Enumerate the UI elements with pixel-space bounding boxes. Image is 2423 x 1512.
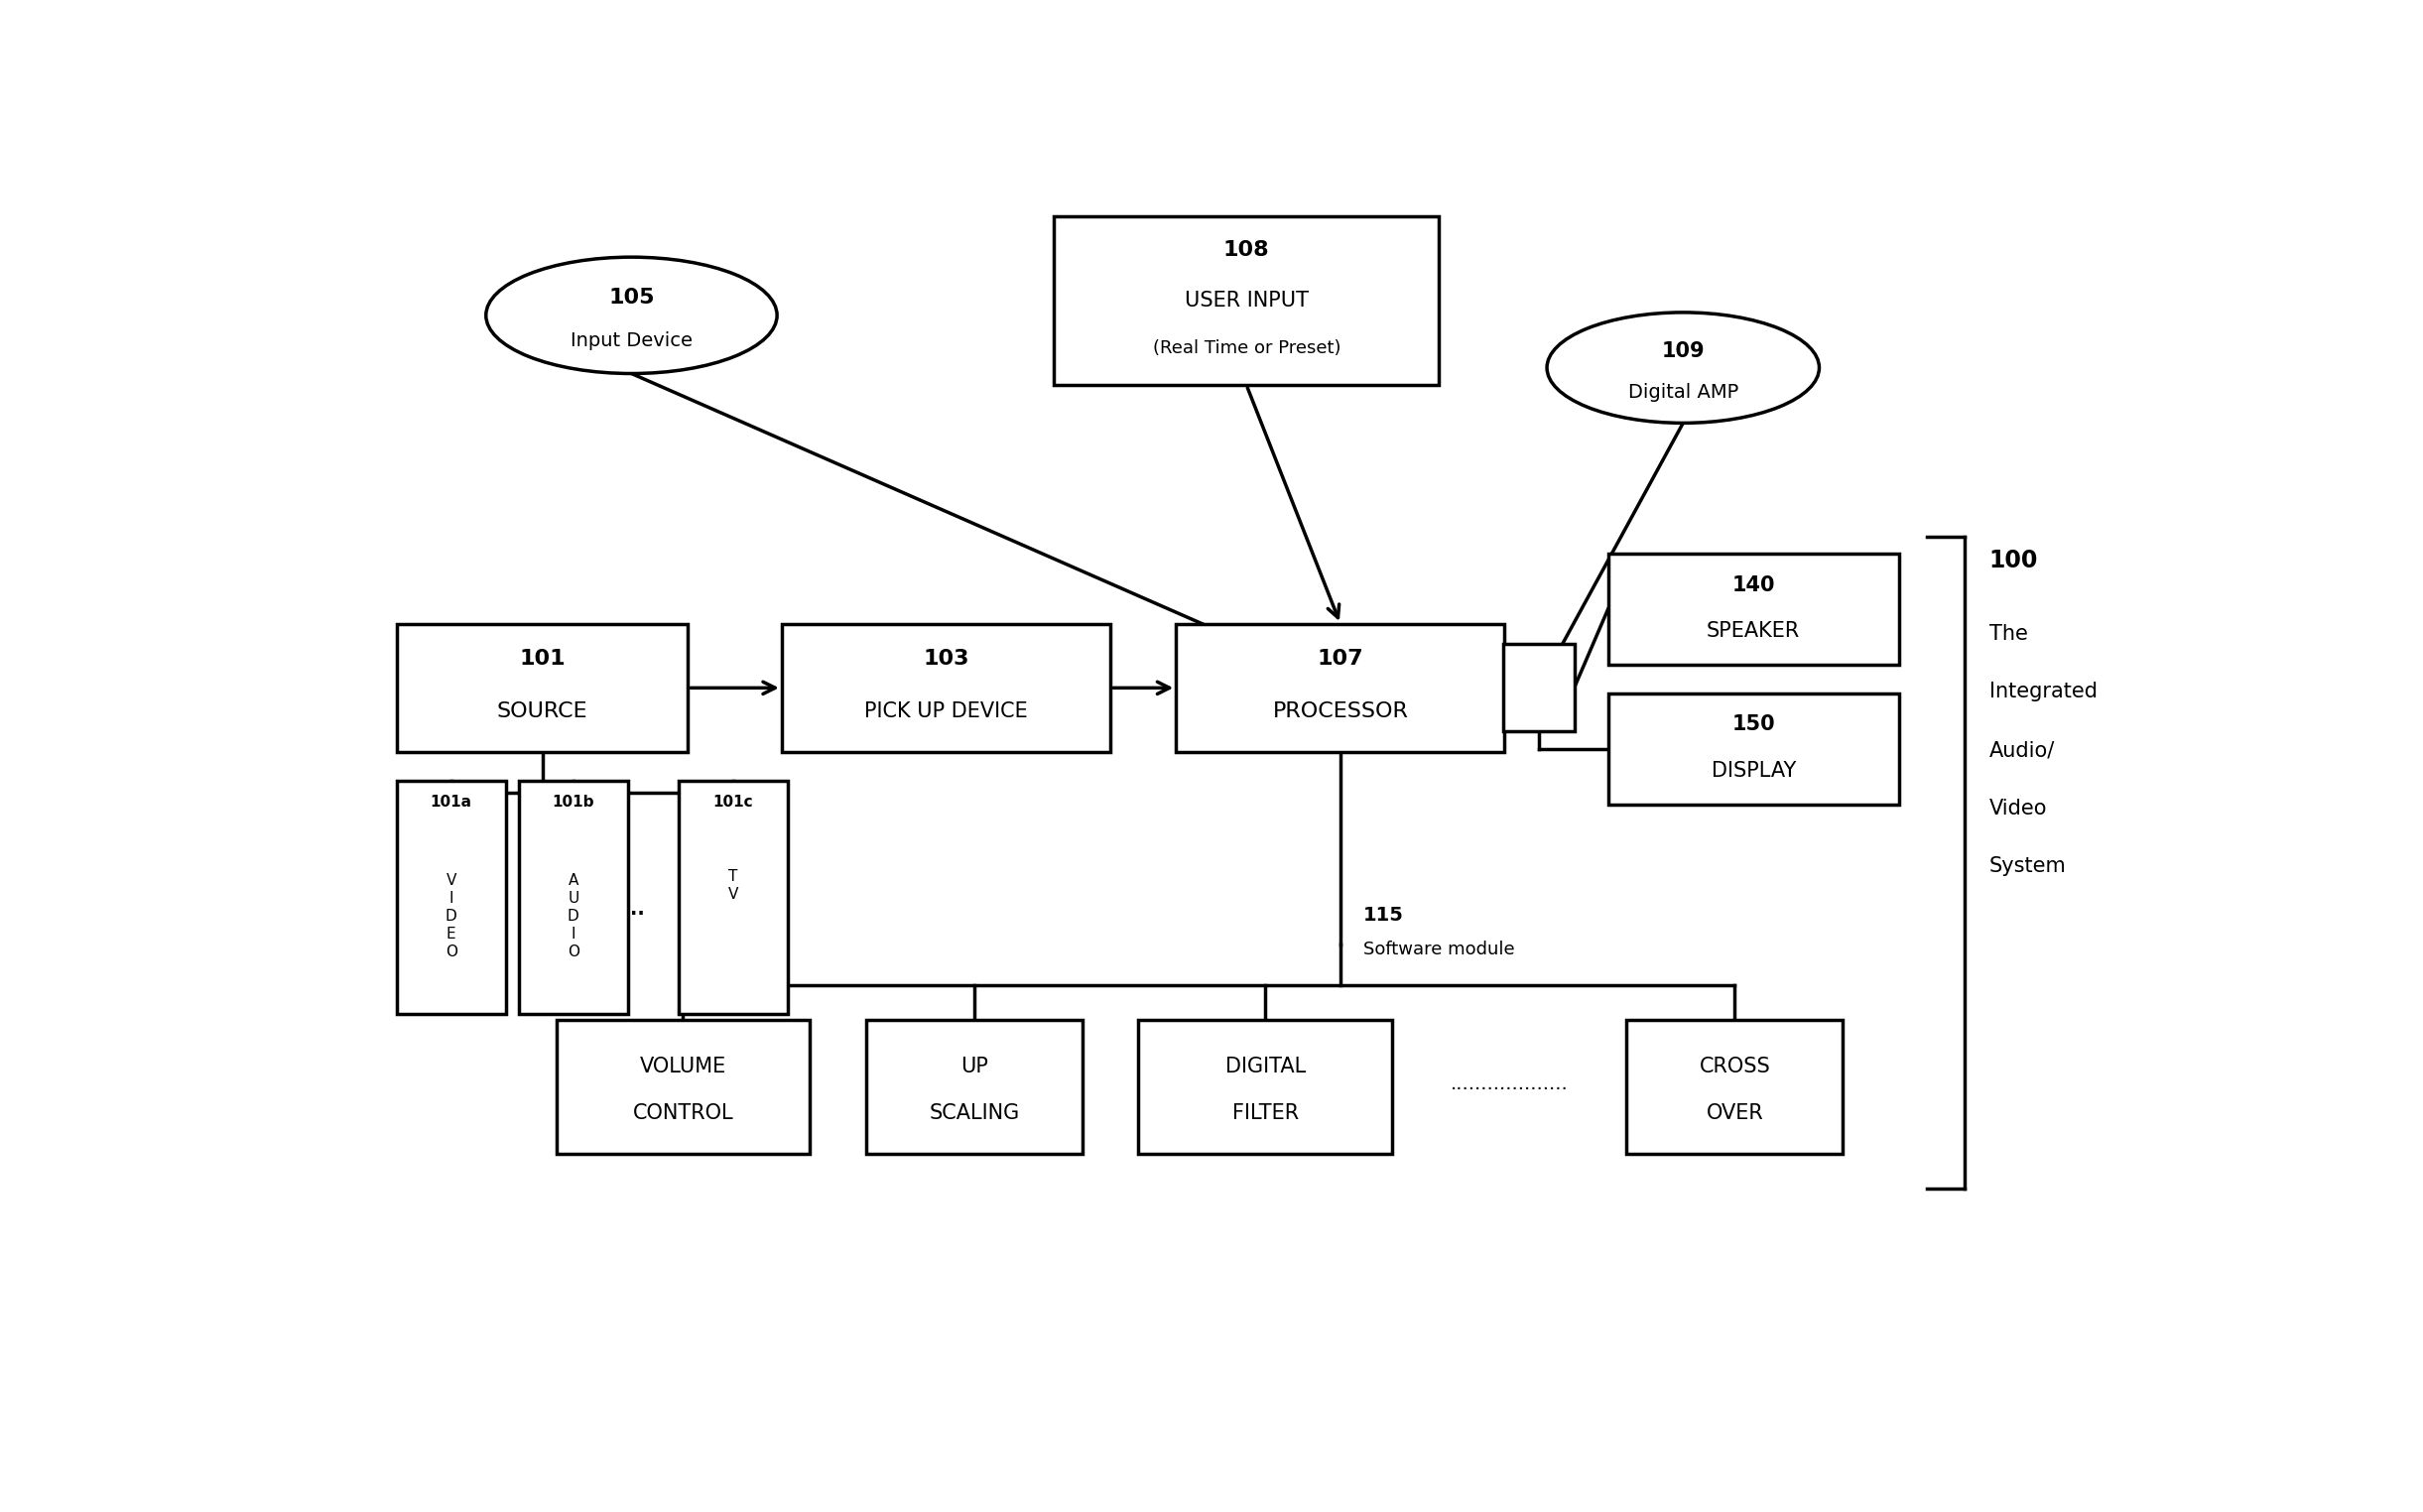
Text: A
U
D
I
O: A U D I O <box>567 872 579 959</box>
FancyBboxPatch shape <box>397 782 506 1015</box>
FancyBboxPatch shape <box>519 782 628 1015</box>
Text: System: System <box>1989 857 2067 877</box>
Text: 150: 150 <box>1732 715 1776 735</box>
Text: PICK UP DEVICE: PICK UP DEVICE <box>865 702 1027 721</box>
FancyBboxPatch shape <box>1139 1019 1393 1154</box>
FancyBboxPatch shape <box>1175 624 1505 751</box>
FancyBboxPatch shape <box>783 624 1110 751</box>
Text: 101a: 101a <box>431 794 472 809</box>
Text: (Real Time or Preset): (Real Time or Preset) <box>1153 339 1340 357</box>
Text: ..: .. <box>630 900 645 918</box>
FancyBboxPatch shape <box>1609 553 1900 665</box>
Text: V
I
D
E
O: V I D E O <box>446 872 458 959</box>
Text: 108: 108 <box>1224 240 1270 260</box>
Text: Video: Video <box>1989 798 2047 818</box>
Text: 100: 100 <box>1989 549 2038 572</box>
Text: CONTROL: CONTROL <box>632 1104 734 1123</box>
Text: The: The <box>1989 624 2028 644</box>
FancyBboxPatch shape <box>1502 644 1575 732</box>
Text: Audio/: Audio/ <box>1989 741 2055 761</box>
Text: 115: 115 <box>1362 906 1403 924</box>
Text: 101b: 101b <box>552 794 594 809</box>
Text: 105: 105 <box>608 287 654 308</box>
Text: DIGITAL: DIGITAL <box>1226 1057 1306 1077</box>
Text: CROSS: CROSS <box>1699 1057 1771 1077</box>
Text: SPEAKER: SPEAKER <box>1706 621 1800 641</box>
Text: PROCESSOR: PROCESSOR <box>1272 702 1408 721</box>
Text: 103: 103 <box>923 649 969 668</box>
Text: USER INPUT: USER INPUT <box>1185 290 1308 310</box>
Text: Software module: Software module <box>1362 940 1514 959</box>
Ellipse shape <box>1546 313 1820 423</box>
Text: SCALING: SCALING <box>928 1104 1020 1123</box>
Text: UP: UP <box>960 1057 989 1077</box>
Text: 140: 140 <box>1732 575 1776 594</box>
FancyBboxPatch shape <box>397 624 688 751</box>
Text: 101c: 101c <box>712 794 754 809</box>
Ellipse shape <box>487 257 778 373</box>
Text: 101: 101 <box>519 649 565 668</box>
Text: T
V: T V <box>727 869 739 903</box>
Text: FILTER: FILTER <box>1231 1104 1299 1123</box>
Text: Integrated: Integrated <box>1989 682 2098 702</box>
Text: ...................: ................... <box>1451 1075 1568 1093</box>
FancyBboxPatch shape <box>678 782 787 1015</box>
FancyBboxPatch shape <box>1054 216 1439 386</box>
FancyBboxPatch shape <box>1609 694 1900 804</box>
Text: 109: 109 <box>1662 342 1706 361</box>
FancyBboxPatch shape <box>867 1019 1083 1154</box>
Text: SOURCE: SOURCE <box>497 702 589 721</box>
Text: Input Device: Input Device <box>569 331 693 351</box>
Text: VOLUME: VOLUME <box>640 1057 727 1077</box>
FancyBboxPatch shape <box>557 1019 809 1154</box>
FancyBboxPatch shape <box>1626 1019 1844 1154</box>
Text: OVER: OVER <box>1706 1104 1764 1123</box>
Text: Digital AMP: Digital AMP <box>1628 383 1737 402</box>
Text: DISPLAY: DISPLAY <box>1711 761 1795 782</box>
Text: 107: 107 <box>1318 649 1364 668</box>
